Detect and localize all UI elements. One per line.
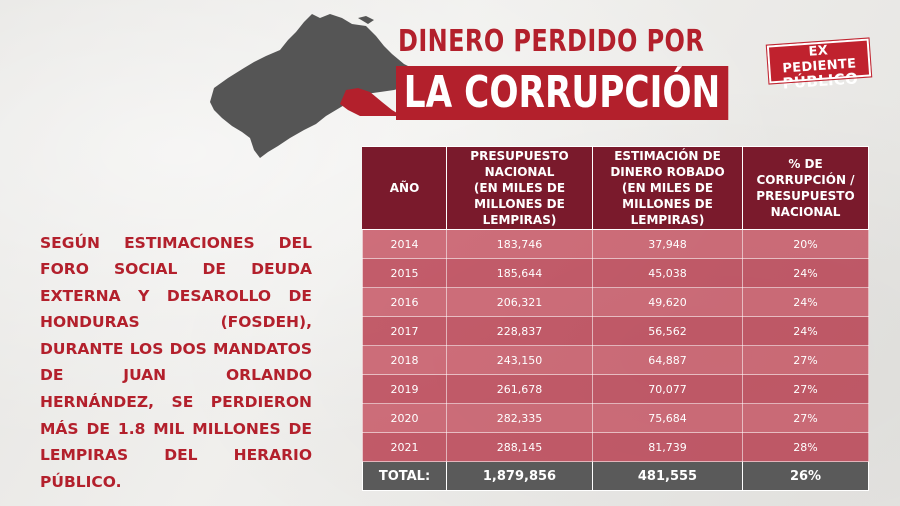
page-title-line1: DINERO PERDIDO POR — [398, 24, 705, 59]
header-budget-unit: (EN MILES DE MILLONES DE LEMPIRAS) — [473, 181, 566, 227]
page-title-line2: LA CORRUPCIÓN — [396, 66, 729, 120]
cell-stolen: 81,739 — [592, 432, 743, 462]
cell-year: 2020 — [362, 403, 447, 433]
cell-stolen: 37,948 — [592, 229, 743, 259]
cell-pct: 27% — [742, 345, 869, 375]
cell-pct: 27% — [742, 374, 869, 404]
brand-logo: EX PEDIENTE PÚBLICO — [765, 37, 873, 93]
table-row: 2016 206,321 49,620 24% — [362, 287, 869, 317]
header-stolen-title: ESTIMACIÓN DE DINERO ROBADO — [610, 149, 725, 179]
cell-budget: 206,321 — [446, 287, 593, 317]
cell-budget: 243,150 — [446, 345, 593, 375]
table-total-row: TOTAL: 1,879,856 481,555 26% — [362, 461, 869, 491]
brand-logo-line2: PÚBLICO — [782, 69, 859, 93]
header-year: AÑO — [362, 146, 447, 230]
description-text: SEGÚN ESTIMACIONES DEL FORO SOCIAL DE DE… — [40, 233, 312, 491]
table-row: 2017 228,837 56,562 24% — [362, 316, 869, 346]
header-pct: % DE CORRUPCIÓN / PRESUPUESTO NACIONAL — [742, 146, 869, 230]
table-row: 2021 288,145 81,739 28% — [362, 432, 869, 462]
table-header-row: AÑO PRESUPUESTO NACIONAL (EN MILES DE MI… — [362, 146, 869, 230]
total-stolen: 481,555 — [592, 461, 743, 491]
honduras-map-icon — [210, 14, 426, 158]
cell-year: 2014 — [362, 229, 447, 259]
table-row: 2020 282,335 75,684 27% — [362, 403, 869, 433]
table-row: 2018 243,150 64,887 27% — [362, 345, 869, 375]
cell-stolen: 75,684 — [592, 403, 743, 433]
cell-stolen: 49,620 — [592, 287, 743, 317]
cell-pct: 24% — [742, 316, 869, 346]
cell-budget: 185,644 — [446, 258, 593, 288]
cell-pct: 28% — [742, 432, 869, 462]
title-block: DINERO PERDIDO POR LA CORRUPCIÓN — [396, 24, 781, 120]
header-budget: PRESUPUESTO NACIONAL (EN MILES DE MILLON… — [446, 146, 593, 230]
header-stolen-unit: (EN MILES DE MILLONES DE LEMPIRAS) — [621, 181, 714, 227]
cell-pct: 24% — [742, 287, 869, 317]
cell-stolen: 70,077 — [592, 374, 743, 404]
cell-year: 2017 — [362, 316, 447, 346]
cell-year: 2018 — [362, 345, 447, 375]
cell-pct: 20% — [742, 229, 869, 259]
cell-stolen: 56,562 — [592, 316, 743, 346]
corruption-table: AÑO PRESUPUESTO NACIONAL (EN MILES DE MI… — [362, 146, 869, 491]
cell-budget: 261,678 — [446, 374, 593, 404]
table-row: 2015 185,644 45,038 24% — [362, 258, 869, 288]
cell-year: 2016 — [362, 287, 447, 317]
cell-year: 2019 — [362, 374, 447, 404]
cell-stolen: 45,038 — [592, 258, 743, 288]
header-budget-title: PRESUPUESTO NACIONAL — [470, 149, 569, 179]
cell-budget: 288,145 — [446, 432, 593, 462]
cell-budget: 228,837 — [446, 316, 593, 346]
cell-pct: 27% — [742, 403, 869, 433]
cell-budget: 183,746 — [446, 229, 593, 259]
cell-pct: 24% — [742, 258, 869, 288]
table-row: 2019 261,678 70,077 27% — [362, 374, 869, 404]
cell-budget: 282,335 — [446, 403, 593, 433]
cell-year: 2021 — [362, 432, 447, 462]
cell-year: 2015 — [362, 258, 447, 288]
total-pct: 26% — [742, 461, 869, 491]
table-row: 2014 183,746 37,948 20% — [362, 229, 869, 259]
total-label: TOTAL: — [362, 461, 447, 491]
cell-stolen: 64,887 — [592, 345, 743, 375]
header-stolen: ESTIMACIÓN DE DINERO ROBADO (EN MILES DE… — [592, 146, 743, 230]
total-budget: 1,879,856 — [446, 461, 593, 491]
